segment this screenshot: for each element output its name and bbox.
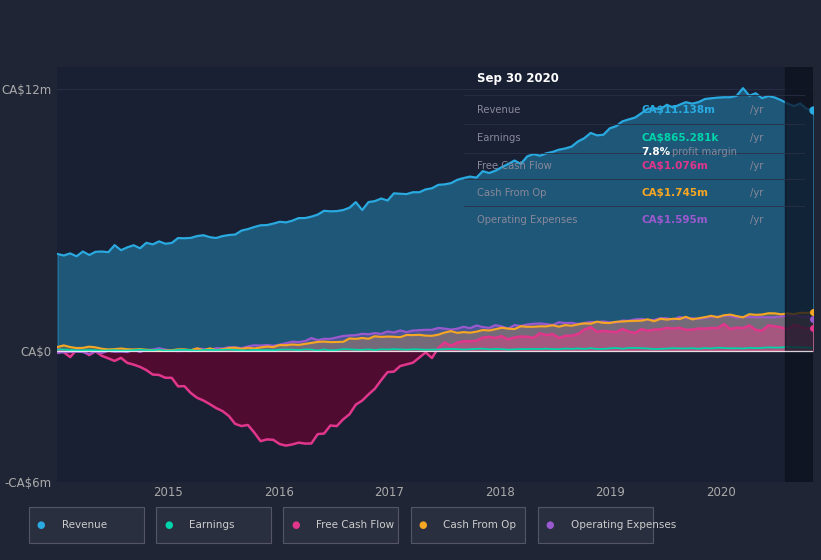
Text: CA$1.745m: CA$1.745m (641, 188, 708, 198)
Text: CA$1.595m: CA$1.595m (641, 215, 708, 225)
Text: Free Cash Flow: Free Cash Flow (478, 161, 553, 171)
Text: 7.8%: 7.8% (641, 147, 670, 157)
Text: /yr: /yr (750, 215, 764, 225)
Text: Operating Expenses: Operating Expenses (571, 520, 676, 530)
Text: Operating Expenses: Operating Expenses (478, 215, 578, 225)
Text: /yr: /yr (750, 105, 764, 115)
Text: ●: ● (291, 520, 300, 530)
Text: /yr: /yr (750, 188, 764, 198)
Text: /yr: /yr (750, 161, 764, 171)
Text: /yr: /yr (750, 133, 764, 143)
Text: ●: ● (164, 520, 172, 530)
Text: Revenue: Revenue (478, 105, 521, 115)
Text: Revenue: Revenue (62, 520, 107, 530)
Text: ●: ● (419, 520, 427, 530)
Text: CA$11.138m: CA$11.138m (641, 105, 715, 115)
Text: profit margin: profit margin (672, 147, 736, 157)
Text: Earnings: Earnings (478, 133, 521, 143)
Text: Sep 30 2020: Sep 30 2020 (478, 72, 559, 85)
Text: CA$1.076m: CA$1.076m (641, 161, 708, 171)
Text: Cash From Op: Cash From Op (443, 520, 516, 530)
Text: Earnings: Earnings (189, 520, 234, 530)
Text: Free Cash Flow: Free Cash Flow (316, 520, 394, 530)
Text: ●: ● (37, 520, 45, 530)
Bar (785, 67, 813, 482)
Text: Cash From Op: Cash From Op (478, 188, 547, 198)
Text: ●: ● (546, 520, 554, 530)
Text: CA$865.281k: CA$865.281k (641, 133, 718, 143)
